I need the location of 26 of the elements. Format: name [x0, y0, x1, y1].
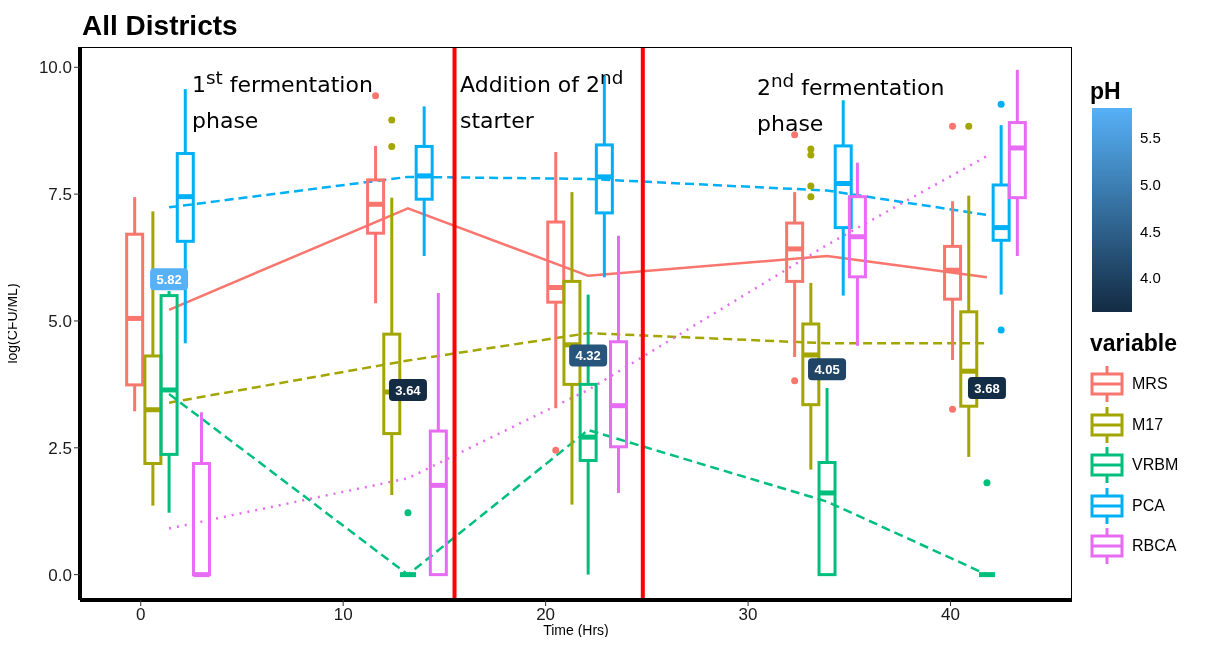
legend-label: PCA	[1132, 496, 1165, 515]
text: Addition of 2$^{nd}$ starter	[460, 67, 624, 134]
y-tick-label: 10.0	[38, 58, 72, 78]
color-bar-title: pH	[1090, 78, 1121, 105]
annotation: 2$^{nd}$ fermentation phase	[757, 69, 946, 139]
legend-label: M17	[1132, 415, 1164, 434]
color-bar-label: 5.5	[1140, 128, 1161, 147]
annotation: 1$^{st}$ fermentation phase	[192, 66, 374, 136]
legend-title: variable	[1090, 330, 1177, 357]
y-tick-label: 0.0	[48, 565, 72, 585]
legend-label: RBCA	[1132, 537, 1177, 555]
x-tick-label: 0	[136, 605, 146, 625]
x-axis-title: Time (Hrs)	[543, 622, 609, 638]
color-bar-label: 4.0	[1140, 269, 1161, 288]
legend-label: MRS	[1132, 375, 1168, 393]
x-tick-label: 10	[333, 605, 353, 625]
y-tick-label: 7.5	[48, 185, 72, 205]
x-tick-label: 40	[941, 605, 960, 625]
y-tick-label: 2.5	[48, 438, 72, 458]
legend-label: VRBM	[1132, 456, 1179, 474]
color-bar-label: 5.0	[1140, 175, 1161, 194]
color-bar-label: 4.5	[1140, 222, 1161, 241]
x-tick-label: 20	[536, 605, 556, 625]
y-tick-label: 5.0	[48, 312, 72, 331]
x-tick-label: 30	[738, 605, 758, 625]
chart-title: All Districts	[82, 10, 238, 42]
